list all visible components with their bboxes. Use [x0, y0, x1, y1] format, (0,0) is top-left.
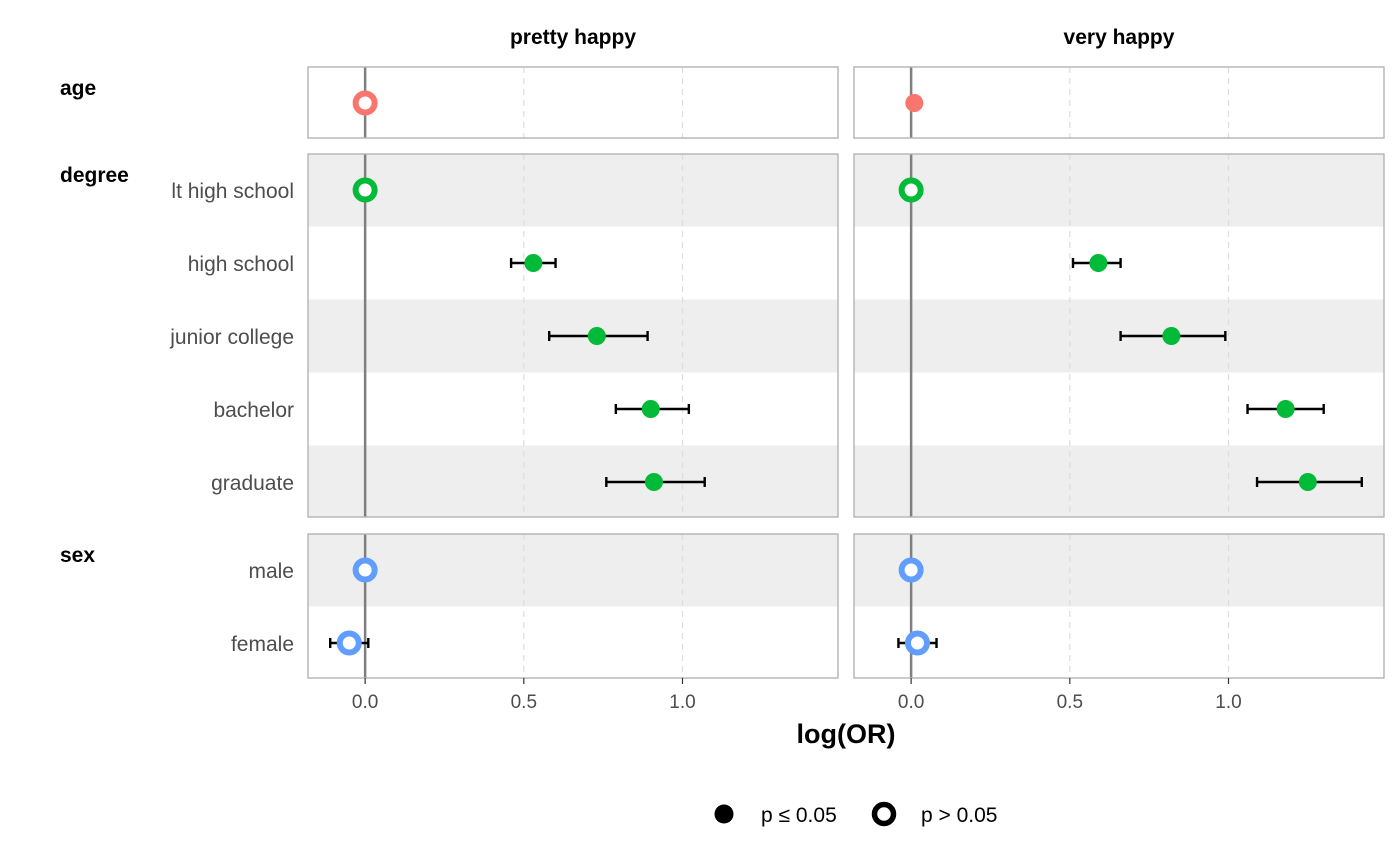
x-tick-label: 1.0 [1215, 692, 1241, 713]
row-label: high school [188, 253, 294, 276]
facet-sex [853, 533, 1385, 679]
row-label: lt high school [171, 180, 294, 203]
facet-degree [307, 153, 839, 518]
panel-border [307, 153, 839, 518]
point [644, 473, 663, 491]
row-label: junior college [169, 326, 294, 349]
row-label: bachelor [213, 399, 294, 422]
legend-label: p > 0.05 [921, 804, 997, 827]
point [1162, 327, 1181, 345]
row-label: graduate [211, 472, 294, 495]
panel-1: 0.0 0.5 1.0 [853, 66, 1385, 713]
facet-age [853, 66, 1385, 139]
point [1276, 400, 1295, 418]
point [905, 94, 924, 112]
legend-label: p ≤ 0.05 [761, 804, 837, 827]
row-band [854, 299, 1384, 373]
panel-border [307, 66, 839, 139]
group-label: sex [60, 544, 95, 567]
row-band [854, 534, 1384, 607]
facet-age [307, 66, 839, 139]
panel-border [853, 66, 1385, 139]
panel-title-0: pretty happy [510, 26, 636, 49]
point [352, 177, 378, 203]
point [336, 630, 362, 656]
group-label: age [60, 77, 96, 100]
x-tick-label: 0.5 [511, 692, 537, 713]
x-tick-label: 0.5 [1057, 692, 1083, 713]
row-band [308, 445, 838, 517]
panel-title-1: very happy [1064, 26, 1175, 49]
panel-border [853, 153, 1385, 518]
group-label: degree [60, 164, 129, 187]
point [898, 557, 924, 583]
point [1089, 254, 1108, 272]
point [1298, 473, 1317, 491]
legend-key-filled [714, 804, 734, 824]
point [898, 177, 924, 203]
legend-key-open [871, 801, 897, 827]
labels-layer: pretty happy very happy age degree lt high s… [60, 26, 1175, 656]
facet-degree [853, 153, 1385, 518]
x-axis-title: log(OR) [797, 719, 896, 749]
row-band [308, 534, 838, 607]
facet-sex [307, 533, 839, 679]
panel-0: 0.0 0.5 1.0 [307, 66, 839, 713]
row-band [308, 154, 838, 227]
x-tick-label: 1.0 [669, 692, 695, 713]
row-label: female [231, 633, 294, 656]
legend: p ≤ 0.05 p > 0.05 [714, 801, 997, 827]
point [587, 327, 606, 345]
point [352, 557, 378, 583]
panels-layer: 0.0 0.5 1.0 0.0 0.5 1.0 [307, 66, 1385, 713]
row-band [854, 154, 1384, 227]
row-label: male [248, 560, 294, 583]
panel-border [853, 533, 1385, 679]
x-tick-label: 0.0 [352, 692, 378, 713]
point [904, 630, 930, 656]
point [641, 400, 660, 418]
panel-border [307, 533, 839, 679]
x-tick-label: 0.0 [898, 692, 924, 713]
point [352, 90, 378, 116]
point [524, 254, 543, 272]
